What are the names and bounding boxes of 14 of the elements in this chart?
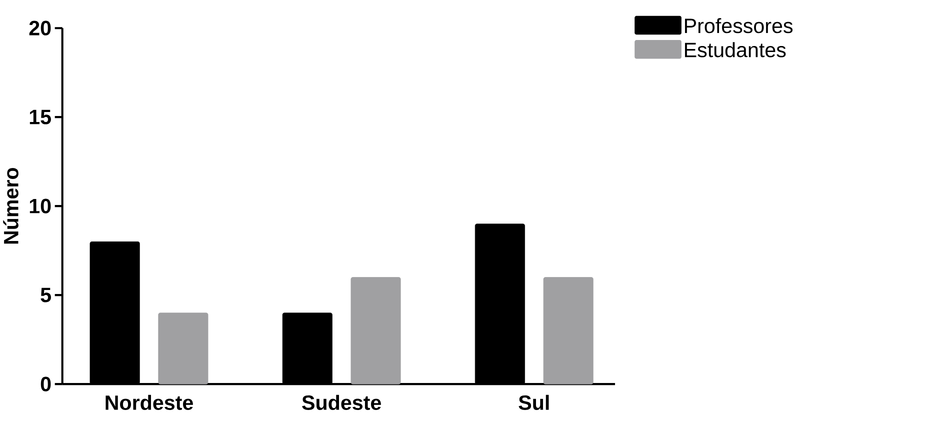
y-tick-label: 15 [30,110,51,124]
y-axis-title: Número [3,168,18,244]
bar [350,276,401,384]
x-tick-label: Nordeste [106,394,193,410]
y-tick-label: 10 [30,198,51,214]
y-tick-label: 5 [40,288,51,302]
y-tick-label: 0 [40,376,51,392]
y-tick-label: 20 [29,20,51,36]
legend-label: Professores [685,18,793,34]
x-tick-label: Sul [518,394,549,410]
bar [543,276,594,384]
bar [158,312,208,384]
legend-label: Estudantes [685,42,786,58]
x-tick-label: Sudeste [302,394,381,410]
